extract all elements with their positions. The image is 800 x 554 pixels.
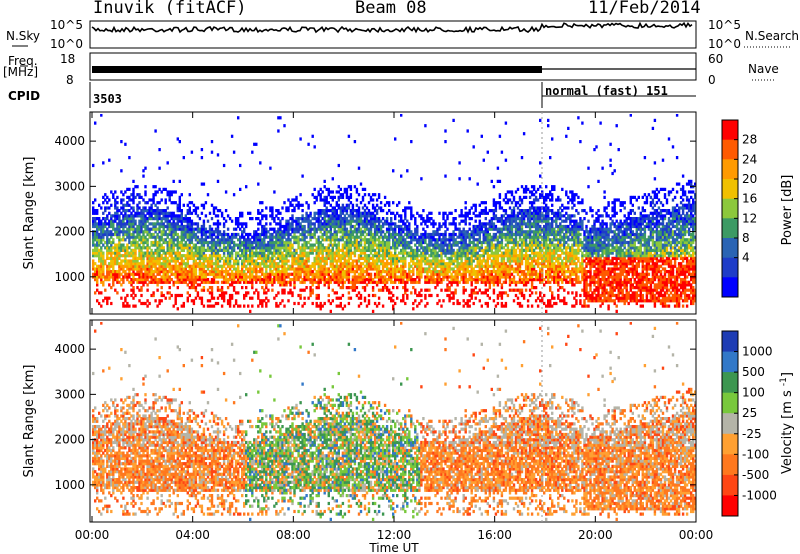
power-colorbar-tick: 16	[742, 192, 757, 206]
power-colorbar-segment	[722, 238, 738, 259]
nsky-label: N.Sky	[6, 29, 41, 43]
power-colorbar-frame	[721, 119, 739, 298]
freq-tick-top: 18	[60, 52, 76, 66]
velocity-colorbar-unit-exp: -1	[779, 377, 789, 386]
xtick-label: 08:00	[276, 528, 311, 542]
nsky-trace	[91, 21, 693, 34]
velocity-ytick-label: 2000	[54, 433, 85, 447]
power-colorbar-segment	[722, 120, 738, 141]
velocity-ylabel: Slant Range [km]	[22, 365, 37, 478]
cpid-segment-1: 3503	[93, 92, 122, 106]
velocity-colorbar-segment	[722, 351, 738, 373]
nave-label: Nave	[748, 62, 779, 76]
freq-panel	[89, 52, 697, 81]
velocity-colorbar-tick: 100	[742, 386, 765, 400]
velocity-heatmap	[92, 322, 696, 521]
power-colorbar-segment	[722, 257, 738, 278]
station-title: Inuvik (fitACF)	[93, 0, 247, 18]
xaxis-label: Time UT	[368, 541, 419, 554]
power-heatmap	[92, 114, 696, 313]
velocity-colorbar-label: Velocity [m s -1]	[779, 372, 795, 474]
velocity-colorbar-segment	[722, 413, 738, 435]
power-ytick-label: 1000	[54, 270, 85, 284]
velocity-colorbar-tick: -1000	[742, 488, 777, 502]
power-colorbar-tick: 12	[742, 211, 757, 225]
velocity-colorbar-tick: 25	[742, 406, 757, 420]
velocity-colorbar-tick: -500	[742, 468, 769, 482]
xtick-label: 04:00	[175, 528, 210, 542]
velocity-colorbar-segment	[722, 331, 738, 353]
xtick-label: 12:00	[377, 528, 412, 542]
power-colorbar-tick: 28	[742, 133, 757, 147]
velocity-colorbar-segment	[722, 454, 738, 476]
nave-tick-top: 60	[708, 52, 724, 66]
date-title: 11/Feb/2014	[588, 0, 701, 18]
colorbars: 28 24 20 16 12 8 4 Power [dB] 1000 500 100 25 -25 -10…	[721, 119, 795, 517]
nave-tick-bottom: 0	[708, 73, 716, 87]
power-colorbar-segment	[722, 218, 738, 239]
freq-bar	[92, 66, 542, 73]
velocity-colorbar-tick: -100	[742, 447, 769, 461]
nsearch-tick-top: 10^5	[708, 18, 741, 32]
noise-traces	[91, 21, 696, 73]
power-colorbar-tick: 4	[742, 251, 750, 265]
velocity-colorbar-tick: 1000	[742, 345, 773, 359]
velocity-ytick-label: 3000	[54, 387, 85, 401]
velocity-colorbar-unit: [m s	[780, 386, 795, 419]
velocity-colorbar-unit-close: ]	[780, 372, 795, 377]
axes: 1000 2000 3000 4000 Slant Range [km] 1000 2000…	[22, 112, 713, 554]
power-colorbar-segment	[722, 139, 738, 160]
cpid-segment-2: normal (fast) 151	[545, 84, 668, 98]
freq-tick-bottom: 8	[66, 73, 74, 87]
velocity-colorbar-segment	[722, 372, 738, 394]
xtick-label: 00:00	[679, 528, 714, 542]
velocity-ytick-label: 4000	[54, 342, 85, 356]
freq-label: Freq.	[8, 54, 38, 68]
cpid-label: CPID	[8, 89, 41, 103]
velocity-colorbar-segment	[722, 392, 738, 414]
power-panel-frame	[89, 111, 697, 315]
xtick-label: 00:00	[75, 528, 110, 542]
xtick-label: 20:00	[578, 528, 613, 542]
power-colorbar-tick: 8	[742, 231, 750, 245]
power-colorbar-segment	[722, 179, 738, 200]
power-ytick-label: 3000	[54, 179, 85, 193]
velocity-colorbar-tick: -25	[742, 427, 762, 441]
freq-unit: [MHz]	[3, 65, 39, 79]
power-colorbar-segment	[722, 198, 738, 219]
velocity-colorbar-tick: 500	[742, 365, 765, 379]
power-ytick-label: 2000	[54, 225, 85, 239]
power-colorbar-tick: 24	[742, 152, 757, 166]
nsearch-label: N.Search	[745, 29, 800, 43]
velocity-colorbar-segment	[722, 495, 738, 517]
power-colorbar-tick: 20	[742, 172, 757, 186]
power-colorbar-label: Power [dB]	[780, 175, 795, 246]
velocity-colorbar-segment	[722, 433, 738, 455]
nsky-tick-top: 10^5	[50, 18, 83, 32]
power-ylabel: Slant Range [km]	[22, 157, 37, 270]
velocity-panel-frame	[89, 319, 697, 523]
velocity-colorbar-frame	[721, 330, 739, 517]
nsky-tick-bottom: 10^0	[50, 37, 83, 51]
power-colorbar-segment	[722, 277, 738, 298]
nsky-panel	[89, 20, 697, 49]
beam-title: Beam 08	[355, 0, 427, 18]
velocity-ytick-label: 1000	[54, 478, 85, 492]
power-ytick-label: 4000	[54, 134, 85, 148]
power-colorbar-segment	[722, 159, 738, 180]
nsearch-tick-bottom: 10^0	[708, 37, 741, 51]
xtick-label: 16:00	[477, 528, 512, 542]
velocity-colorbar-segment	[722, 474, 738, 496]
